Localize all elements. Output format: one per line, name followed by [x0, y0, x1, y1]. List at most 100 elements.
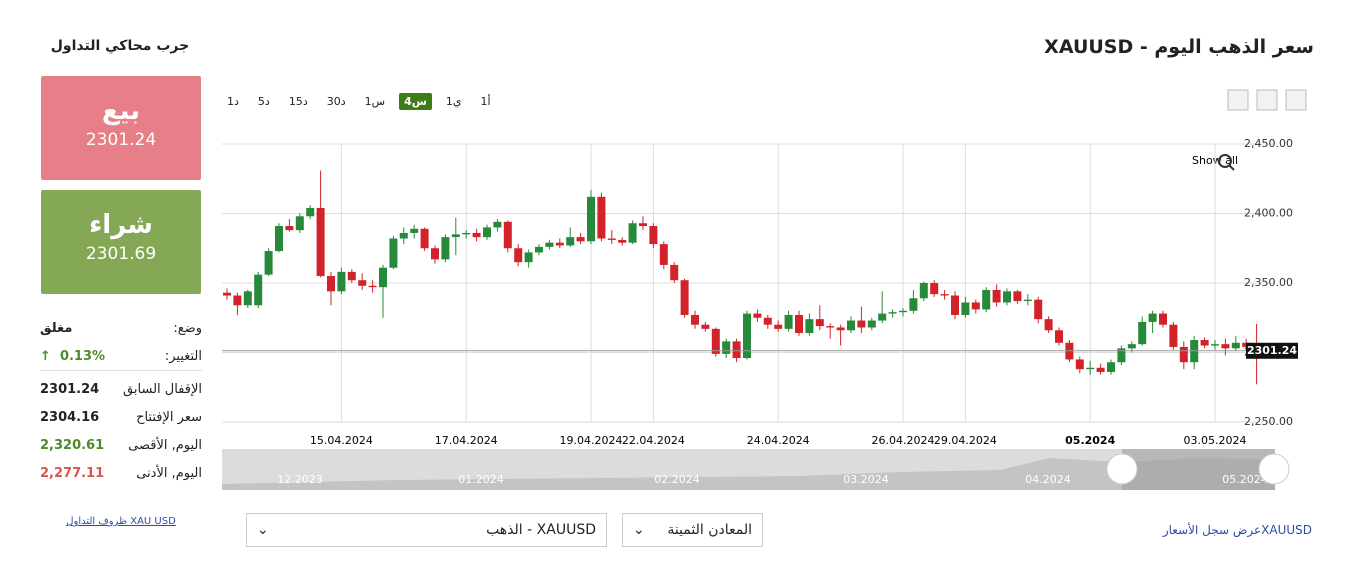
- stat-label: التغيير:: [164, 348, 202, 364]
- candle-body: [857, 320, 866, 328]
- period-button[interactable]: 1س: [364, 95, 386, 108]
- x-tick-label: 22.04.2024: [622, 434, 685, 447]
- stat-label: الإقفال السابق: [123, 381, 202, 397]
- candle-body: [1044, 319, 1053, 331]
- stat-row: التغيير: ↑ 0.13%: [40, 342, 202, 371]
- candle-body: [836, 327, 845, 331]
- candle-body: [524, 252, 533, 263]
- candle-body: [1211, 344, 1219, 346]
- stat-row: الإقفال السابق 2301.24: [40, 375, 202, 403]
- candle-body: [659, 244, 668, 265]
- arrow-icon: ↑: [40, 348, 60, 364]
- period-button[interactable]: 30د: [326, 95, 346, 108]
- last-price-label: 2301.24: [1247, 344, 1297, 357]
- stat-row: اليوم, الأقصى 2,320.61: [40, 431, 202, 459]
- buy-label: شراء: [89, 210, 153, 240]
- navigator-label: 12.2023: [277, 473, 323, 486]
- chart-type-icon[interactable]: [1227, 89, 1249, 111]
- x-tick-label: 24.04.2024: [747, 434, 810, 447]
- candle-body: [680, 280, 689, 315]
- period-button[interactable]: 1د: [227, 95, 239, 108]
- candle-body: [815, 319, 824, 327]
- zoom-icon: [1228, 164, 1235, 171]
- candle-body: [285, 226, 294, 231]
- terms-link[interactable]: XAU USD ظروف التداول: [66, 516, 176, 527]
- sell-button[interactable]: بيع 2301.24: [41, 76, 201, 180]
- select-text: المعادن الثمينة: [667, 522, 752, 538]
- candle-body: [316, 207, 325, 277]
- period-button[interactable]: 1ي: [445, 95, 462, 108]
- candle-body: [399, 232, 408, 239]
- candle-body: [992, 289, 1001, 303]
- history-link[interactable]: XAUUSDعرض سجل الأسعار: [1162, 523, 1312, 537]
- x-tick-label: 29.04.2024: [934, 434, 997, 447]
- period-button[interactable]: 5د: [257, 95, 270, 108]
- last-price-box: [1246, 342, 1298, 359]
- candle-body: [410, 228, 419, 233]
- chart-type-icon[interactable]: [1285, 89, 1307, 111]
- instrument-select[interactable]: XAUUSD - الذهب ⌄: [246, 513, 607, 547]
- candle-body: [566, 237, 575, 246]
- x-tick-label: 17.04.2024: [435, 434, 498, 447]
- sell-price: 2301.24: [85, 130, 157, 150]
- chevron-icon: ⌄: [257, 522, 269, 538]
- candle-body: [961, 302, 970, 315]
- stat-row: اليوم, الأدنى 2,277.11: [40, 459, 202, 487]
- zoom-icon[interactable]: [1218, 154, 1232, 168]
- page-title: سعر الذهب اليوم - XAUUSD: [1044, 36, 1314, 58]
- select-text: XAUUSD - الذهب: [486, 522, 596, 538]
- candle-body: [607, 238, 616, 240]
- chart-type-icon[interactable]: [1256, 89, 1278, 111]
- candle-body: [1231, 342, 1240, 349]
- stat-value: مغلق: [40, 320, 73, 336]
- candle-body: [826, 326, 835, 328]
- x-tick-label: 15.04.2024: [310, 434, 373, 447]
- candle-body: [867, 320, 876, 328]
- period-button[interactable]: 15د: [288, 95, 308, 108]
- candle-body: [1107, 362, 1115, 372]
- candle-body: [358, 280, 367, 286]
- candle-body: [347, 271, 356, 281]
- candle-body: [223, 292, 231, 296]
- candle-body: [587, 196, 595, 242]
- candle-body: [233, 295, 242, 306]
- candle-body: [264, 251, 273, 275]
- category-select[interactable]: المعادن الثمينة ⌄: [622, 513, 763, 547]
- candle-body: [1096, 367, 1105, 372]
- candle-body: [732, 341, 741, 359]
- candle-body: [1169, 324, 1178, 347]
- candle-body: [306, 207, 315, 217]
- x-tick-label: 05.2024: [1065, 434, 1115, 447]
- candle-body: [1117, 348, 1126, 363]
- period-selector: 1د 5د 15د 30د 1س 4س 1ي 1أ: [222, 93, 496, 110]
- candle-body: [1221, 344, 1230, 349]
- stat-row: سعر الإفتتاح 2304.16: [40, 403, 202, 431]
- candle-body: [878, 313, 887, 321]
- candle-body: [753, 313, 762, 318]
- candle-body: [722, 341, 731, 354]
- period-button[interactable]: 1أ: [480, 95, 491, 108]
- stat-label: اليوم, الأدنى: [136, 465, 202, 481]
- candle-body: [472, 232, 481, 238]
- candle-body: [1200, 339, 1209, 346]
- candle-body: [243, 291, 252, 306]
- navigator-handle[interactable]: [1106, 453, 1138, 485]
- plot: 2,250.002,300.002,350.002,400.002,450.00…: [222, 137, 1298, 447]
- sell-label: بيع: [101, 96, 141, 126]
- candle-body: [909, 298, 918, 311]
- navigator-handle[interactable]: [1258, 453, 1290, 485]
- candle-body: [483, 227, 491, 238]
- x-tick-label: 03.05.2024: [1184, 434, 1247, 447]
- candle-body: [711, 328, 720, 354]
- candle-body: [930, 283, 939, 295]
- buy-button[interactable]: شراء 2301.69: [41, 190, 201, 294]
- candle-body: [545, 242, 554, 247]
- navigator-window[interactable]: [1122, 449, 1275, 490]
- simulator-title: جرب محاكي التداول: [50, 38, 190, 54]
- candle-body: [535, 246, 543, 253]
- stats: وضع: مغلق التغيير: ↑ 0.13% الإقفال السابق 2…: [40, 314, 202, 487]
- navigator-label: 04.2024: [1025, 473, 1071, 486]
- candle-body: [462, 232, 471, 235]
- period-button[interactable]: 4س: [399, 93, 432, 110]
- candle-body: [493, 221, 502, 228]
